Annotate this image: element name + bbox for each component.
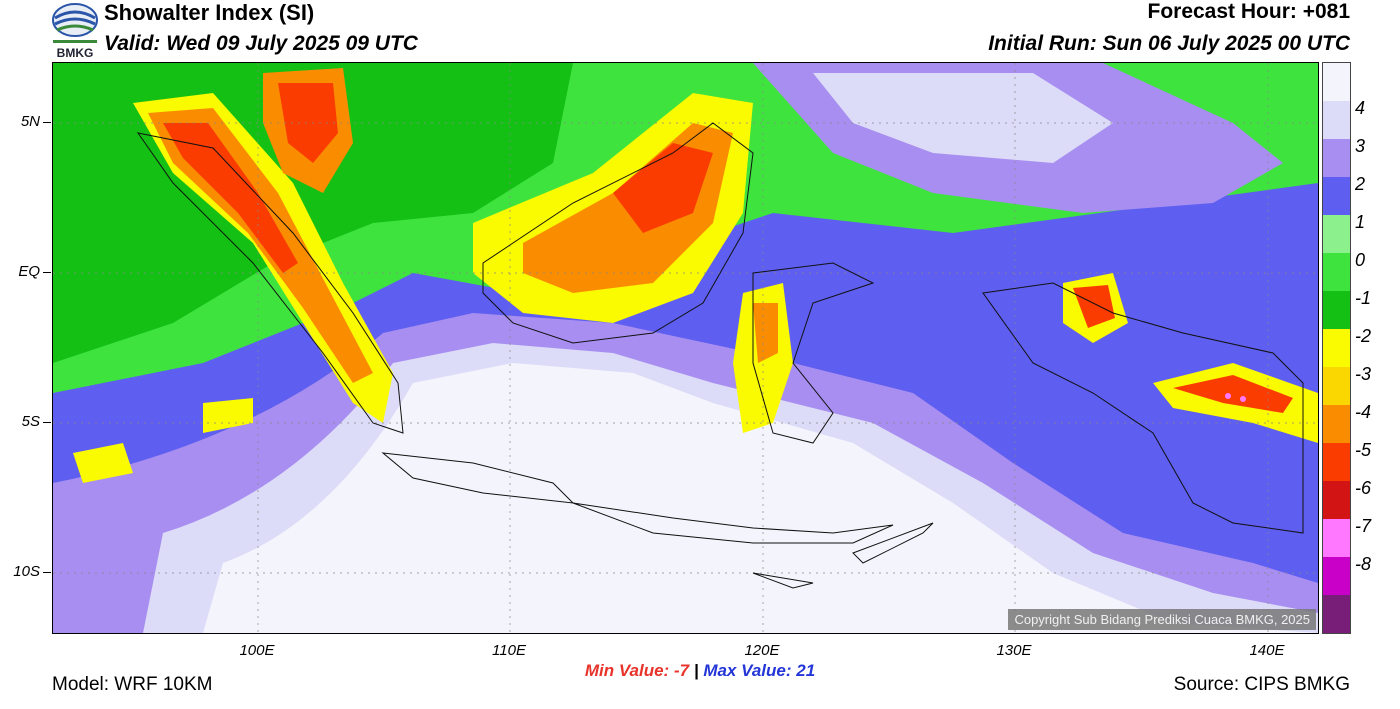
lat-label-5s: 5S	[21, 413, 40, 430]
stats-separator: |	[693, 661, 699, 680]
colorbar-label: -1	[1355, 288, 1372, 308]
colorbar-segment	[1323, 405, 1350, 443]
max-value: 21	[796, 661, 816, 680]
si-map-field	[53, 63, 1318, 633]
colorbar-segment	[1323, 177, 1350, 215]
colorbar-label: -8	[1355, 554, 1372, 574]
colorbar-segment	[1323, 63, 1350, 101]
si-map	[52, 62, 1319, 634]
colorbar-label: -7	[1355, 516, 1372, 536]
colorbar-segment	[1323, 329, 1350, 367]
min-value: -7	[673, 661, 690, 680]
colorbar-label: -5	[1355, 440, 1372, 460]
lon-label-120e: 120E	[744, 642, 780, 659]
logo-text: BMKG	[56, 46, 94, 60]
colorbar-segment	[1323, 557, 1350, 595]
lon-label-110e: 110E	[492, 642, 526, 659]
colorbar-label: 0	[1355, 250, 1366, 270]
max-value-label: Max Value:	[703, 661, 792, 680]
colorbar-label: 2	[1355, 174, 1366, 194]
colorbar-segment	[1323, 253, 1350, 291]
colorbar-label: 3	[1355, 136, 1366, 156]
lat-tick	[43, 572, 51, 573]
copyright-banner: Copyright Sub Bidang Prediksi Cuaca BMKG…	[1008, 609, 1316, 630]
lon-label-140e: 140E	[1249, 642, 1285, 659]
initial-run: Initial Run: Sun 06 July 2025 00 UTC	[988, 32, 1350, 55]
colorbar-segment	[1323, 101, 1350, 139]
lon-label-100e: 100E	[239, 642, 275, 659]
colorbar-segment	[1323, 519, 1350, 557]
lat-label-eq: EQ	[18, 263, 40, 280]
lat-tick	[43, 272, 51, 273]
colorbar-label: 4	[1355, 98, 1366, 118]
source-label: Source: CIPS BMKG	[1173, 674, 1350, 695]
colorbar-segment	[1323, 367, 1350, 405]
colorbar-segment	[1323, 595, 1350, 633]
model-label: Model: WRF 10KM	[52, 674, 213, 695]
lon-label-130e: 130E	[996, 642, 1032, 659]
valid-time: Valid: Wed 09 July 2025 09 UTC	[104, 32, 418, 55]
colorbar-label: -2	[1355, 326, 1372, 346]
colorbar-label: 1	[1355, 212, 1366, 232]
lat-label-10s: 10S	[13, 563, 40, 580]
min-value-label: Min Value:	[584, 661, 670, 680]
colorbar-segment	[1323, 215, 1350, 253]
colorbar-segment	[1323, 443, 1350, 481]
min-max-values: Min Value: -7 | Max Value: 21	[0, 661, 1400, 681]
lat-label-5n: 5N	[20, 113, 40, 130]
colorbar-label: -6	[1355, 478, 1372, 498]
forecast-hour: Forecast Hour: +081	[1147, 0, 1351, 23]
colorbar-segment	[1323, 291, 1350, 329]
colorbar	[1322, 62, 1351, 634]
colorbar-segment	[1323, 139, 1350, 177]
colorbar-label: -4	[1355, 402, 1372, 422]
chart-title: Showalter Index (SI)	[104, 0, 315, 25]
colorbar-segment	[1323, 481, 1350, 519]
lat-tick	[43, 122, 51, 123]
colorbar-label: -3	[1355, 364, 1372, 384]
bmkg-logo: BMKG	[51, 2, 99, 60]
lat-tick	[43, 422, 51, 423]
